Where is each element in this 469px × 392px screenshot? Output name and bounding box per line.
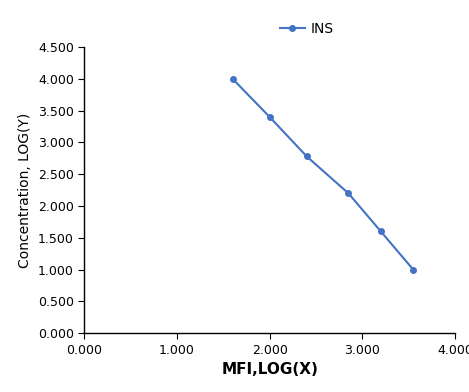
INS [267,114,272,119]
INS [304,154,310,159]
INS [230,76,235,81]
X-axis label: MFI,LOG(X): MFI,LOG(X) [221,362,318,377]
Line: INS: INS [230,76,416,272]
Y-axis label: Concentration, LOG(Y): Concentration, LOG(Y) [18,113,32,268]
INS [410,267,416,272]
INS [346,191,351,196]
Legend: INS: INS [274,17,339,42]
INS [378,229,384,234]
